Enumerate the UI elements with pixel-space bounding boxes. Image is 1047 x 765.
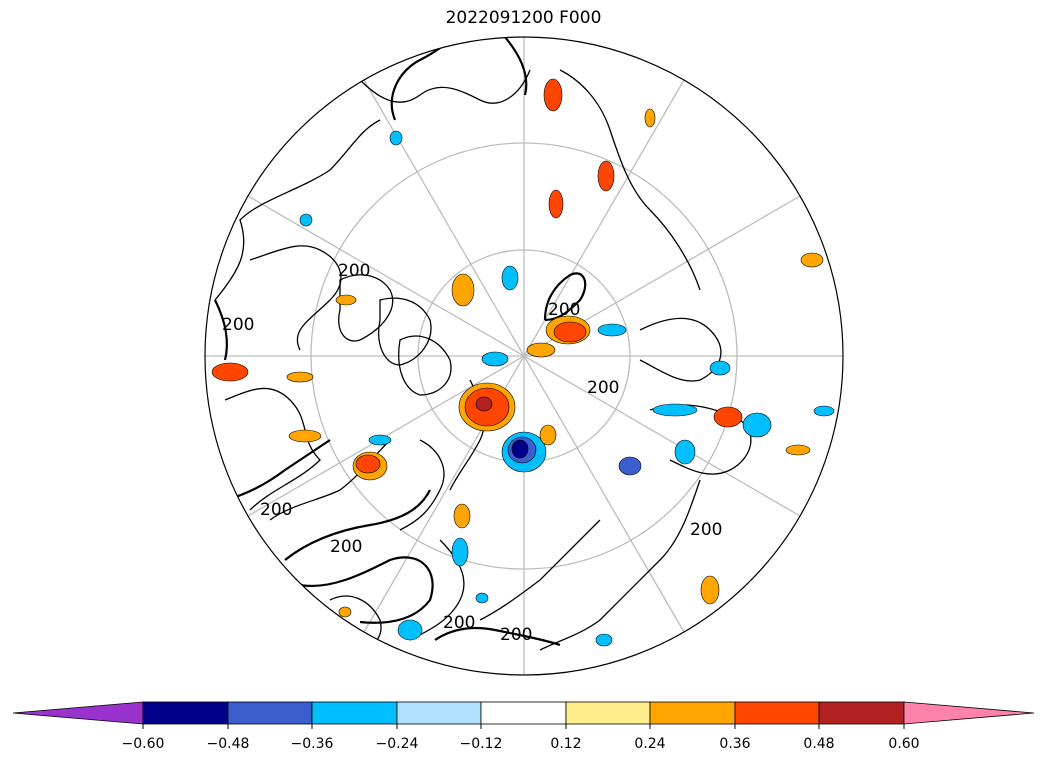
- contour-label: 200: [222, 315, 254, 335]
- colorbar-bin: [565, 701, 651, 725]
- colorbar-tick-label: 0.36: [719, 736, 750, 752]
- anomaly-fills: [211, 78, 835, 647]
- colorbar-extend-low: [12, 701, 144, 725]
- contour-label: 200: [330, 537, 362, 557]
- colorbar-bin: [227, 701, 313, 725]
- colorbar-bin: [734, 701, 820, 725]
- colorbar-bin: [396, 701, 482, 725]
- colorbar: [12, 701, 1035, 725]
- colorbar-bin: [818, 701, 905, 725]
- contour-label: 200: [548, 300, 580, 320]
- map-title: 2022091200 F000: [445, 8, 602, 28]
- contour-label: 200: [690, 520, 722, 540]
- contour-label: 200: [443, 613, 475, 633]
- colorbar-bin: [142, 701, 229, 725]
- colorbar-tick-label: 0.60: [888, 736, 919, 752]
- colorbar-tick-label: 0.24: [634, 736, 665, 752]
- contour-label: 200: [587, 378, 619, 398]
- colorbar-ticks: [142, 724, 905, 729]
- colorbar-bin: [311, 701, 398, 725]
- colorbar-bin: [480, 701, 567, 725]
- map-content: 200 200 200 200 200 200 200 200 200: [205, 37, 843, 675]
- colorbar-tick-label: −0.12: [460, 736, 503, 752]
- contour-label-group: 200 200 200 200 200 200 200 200 200: [222, 261, 722, 645]
- colorbar-tick-label: −0.48: [207, 736, 250, 752]
- map-boundary: [204, 36, 844, 676]
- colorbar-tick-label: −0.60: [122, 736, 165, 752]
- colorbar-tick-label: 0.12: [550, 736, 581, 752]
- graticule: [205, 37, 843, 675]
- colorbar-tick-labels: −0.60 −0.48 −0.36 −0.24 −0.12 0.12 0.24 …: [122, 736, 920, 752]
- colorbar-tick-label: −0.24: [376, 736, 419, 752]
- contour-label: 200: [338, 261, 370, 281]
- contour-label: 200: [500, 625, 532, 645]
- contour-label: 200: [260, 500, 292, 520]
- colorbar-extend-high: [903, 701, 1035, 725]
- colorbar-tick-label: 0.48: [803, 736, 834, 752]
- coastlines: [214, 69, 752, 651]
- colorbar-bin: [649, 701, 736, 725]
- colorbar-tick-label: −0.36: [291, 736, 334, 752]
